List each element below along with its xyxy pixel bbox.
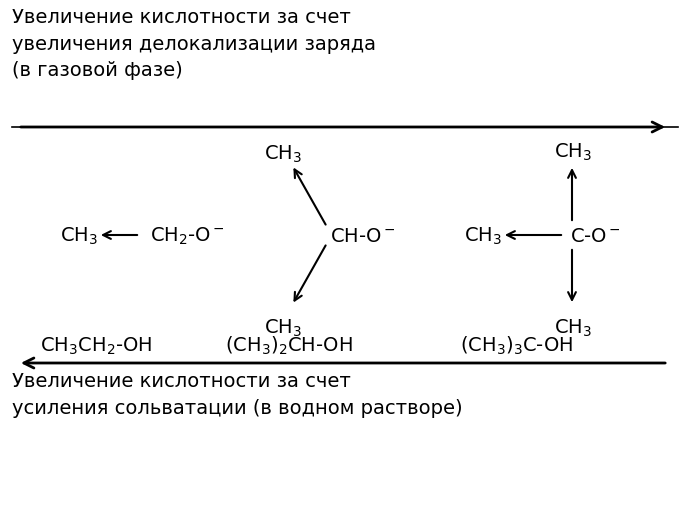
Text: CH$_3$: CH$_3$ [60, 225, 98, 246]
Text: CH$_3$: CH$_3$ [464, 225, 502, 246]
Text: CH$_3$: CH$_3$ [264, 317, 302, 338]
Text: CH$_3$CH$_2$-OH: CH$_3$CH$_2$-OH [40, 335, 152, 356]
Text: CH$_2$-O$^-$: CH$_2$-O$^-$ [150, 225, 225, 246]
Text: Увеличение кислотности за счет
усиления сольватации (в водном растворе): Увеличение кислотности за счет усиления … [12, 371, 462, 417]
Text: CH-O$^-$: CH-O$^-$ [330, 226, 395, 245]
Text: Увеличение кислотности за счет
увеличения делокализации заряда
(в газовой фазе): Увеличение кислотности за счет увеличени… [12, 8, 376, 80]
Text: CH$_3$: CH$_3$ [554, 317, 592, 338]
Text: (CH$_3$)$_2$CH-OH: (CH$_3$)$_2$CH-OH [225, 334, 353, 357]
Text: CH$_3$: CH$_3$ [264, 143, 302, 164]
Text: (CH$_3$)$_3$C-OH: (CH$_3$)$_3$C-OH [460, 334, 573, 357]
Text: CH$_3$: CH$_3$ [554, 141, 592, 162]
Text: C-O$^-$: C-O$^-$ [570, 226, 621, 245]
